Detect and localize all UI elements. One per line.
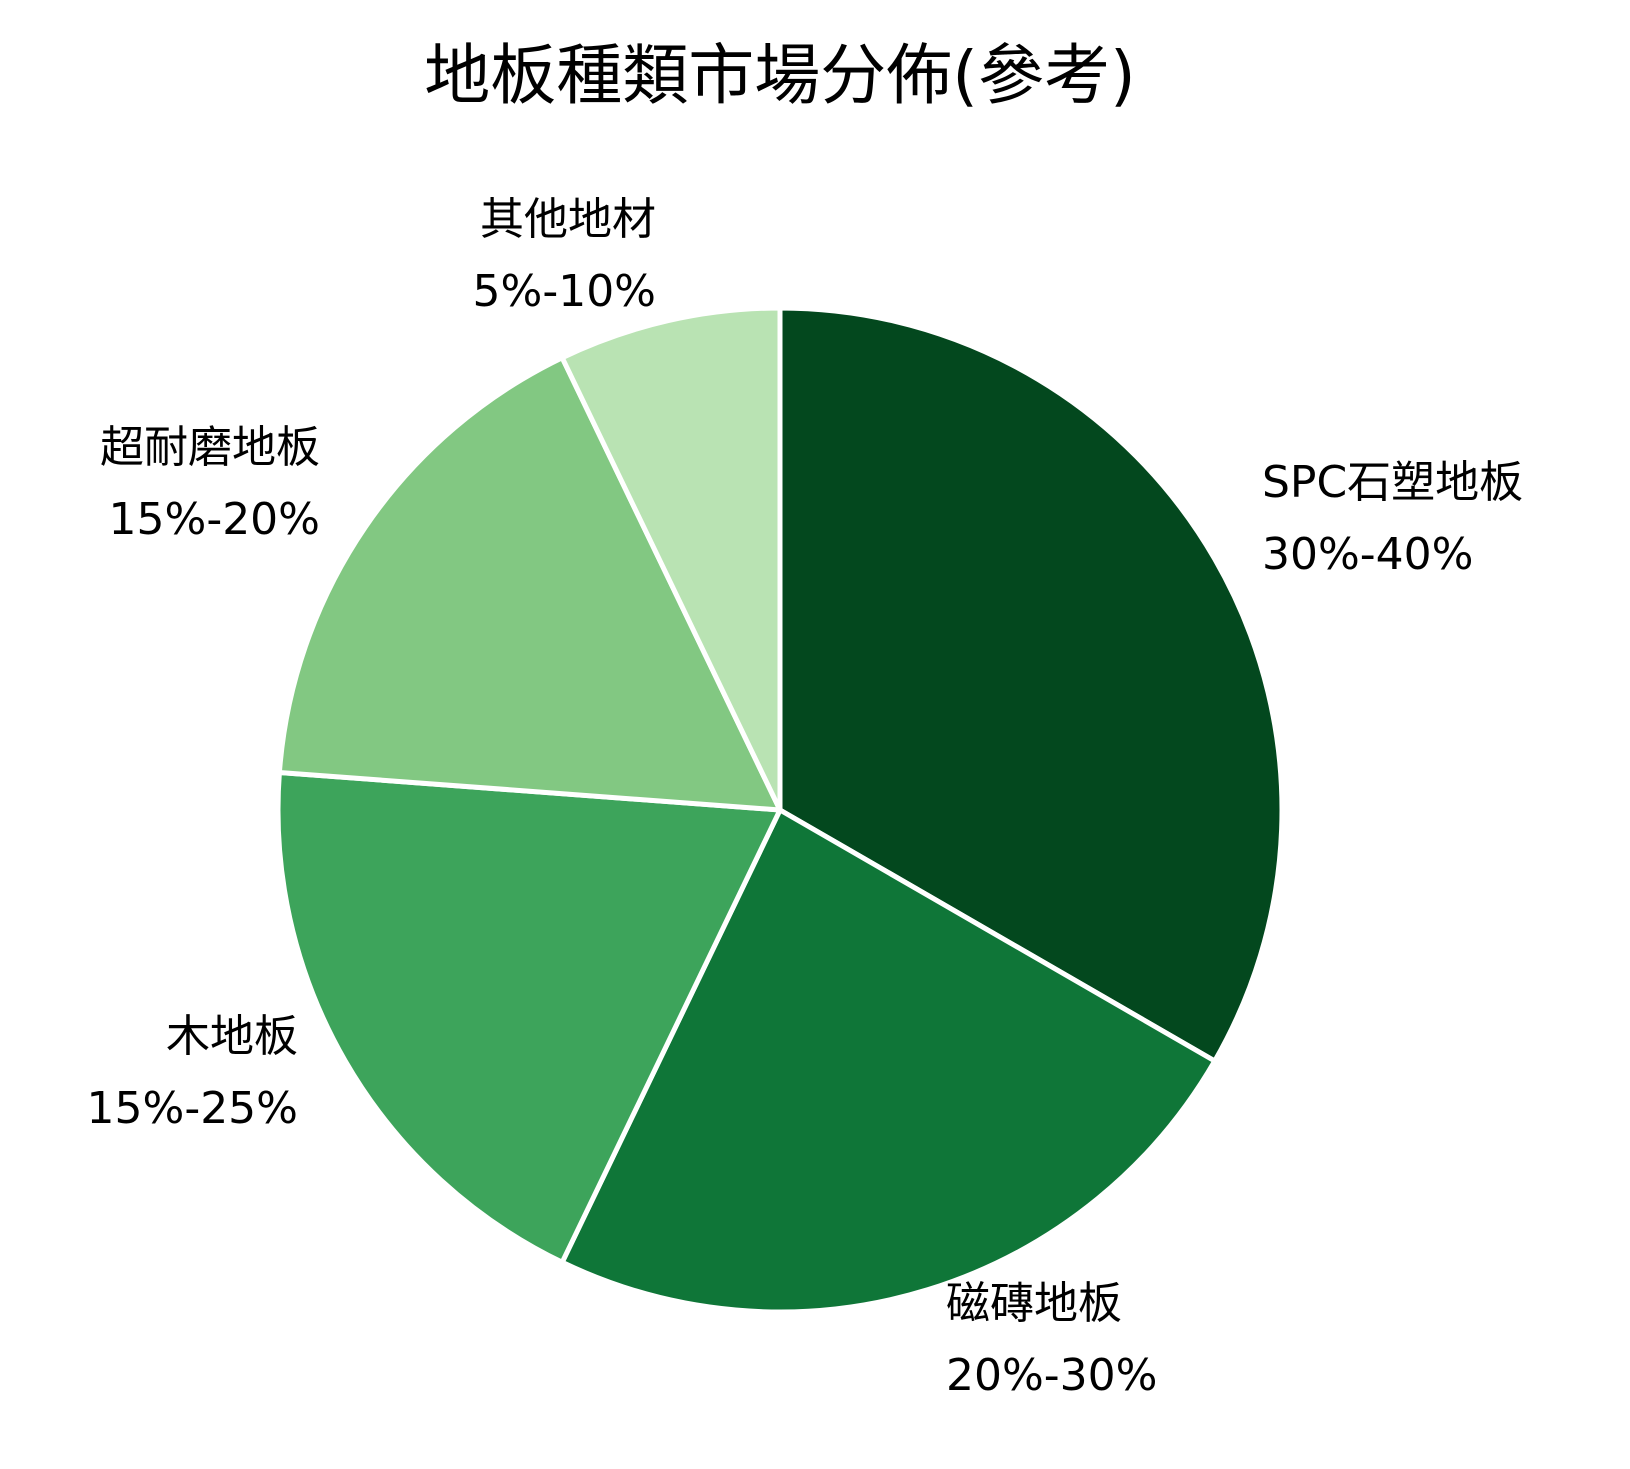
chart-title: 地板種類市場分佈(參考) — [424, 37, 1136, 114]
pie-slice-1 — [777, 305, 1285, 1064]
pie-slice-5 — [559, 305, 783, 813]
pie-slices — [275, 305, 1285, 1315]
slice-range-label: 5%-10% — [473, 266, 656, 317]
slice-name-label: 木地板 — [166, 1011, 298, 1062]
slice-range-label: 15%-20% — [109, 494, 320, 545]
pie-slice-4 — [276, 355, 783, 813]
pie-labels: SPC石塑地板 30%-40% 磁磚地板 20%-30% 木地板 15%-25% 超耐磨地板… — [87, 194, 1524, 1401]
slice-range-label: 20%-30% — [946, 1350, 1157, 1401]
slice-name-label: 超耐磨地板 — [100, 422, 320, 473]
pie-slice-2 — [559, 807, 1218, 1315]
slice-name-label: 其他地材 — [480, 194, 656, 245]
slice-name-label: 磁磚地板 — [946, 1278, 1122, 1329]
pie-slice-3 — [275, 769, 783, 1265]
slice-range-label: 30%-40% — [1262, 529, 1473, 580]
slice-range-label: 15%-25% — [87, 1083, 298, 1134]
slice-name-label: SPC石塑地板 — [1262, 457, 1523, 508]
